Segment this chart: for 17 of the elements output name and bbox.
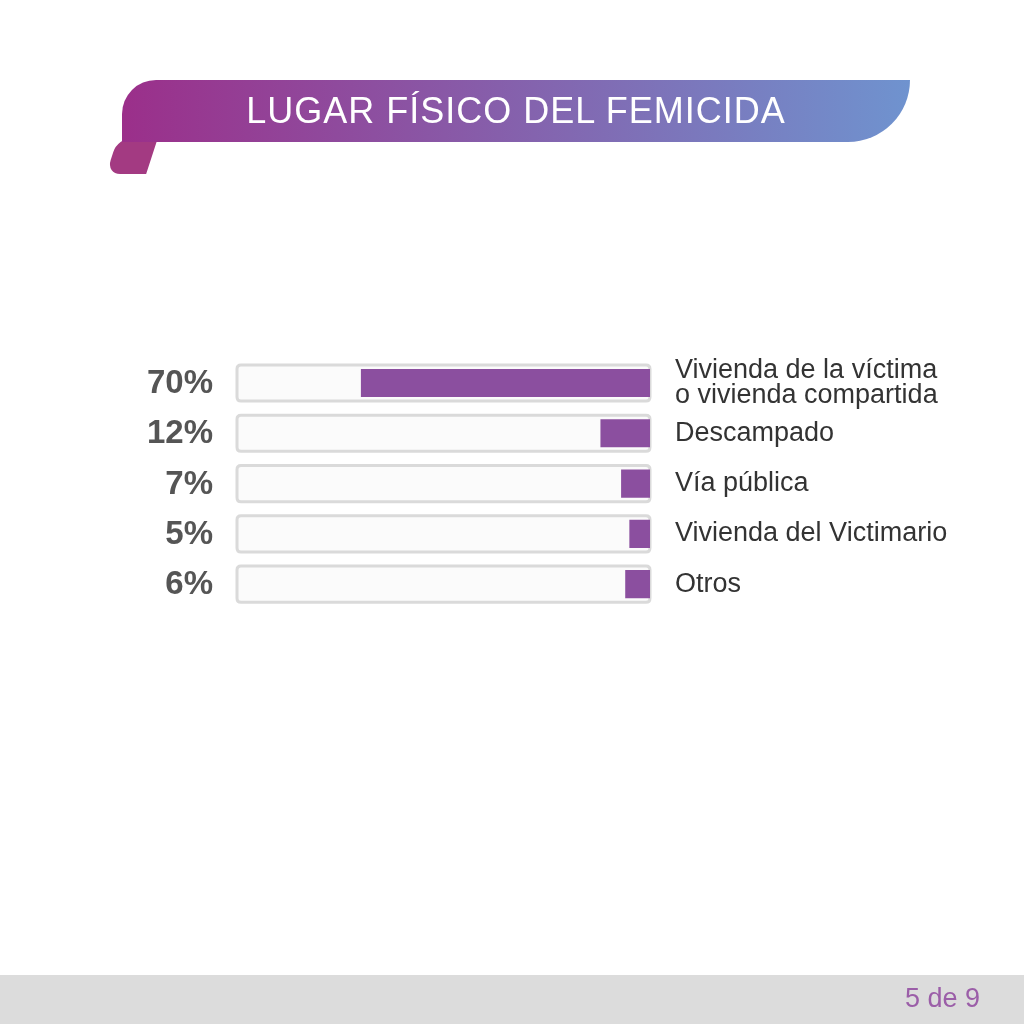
data-label: 12%	[146, 413, 213, 451]
y-tick-label: Vía pública	[675, 467, 810, 498]
chart-title: LUGAR FÍSICO DEL FEMICIDA	[246, 90, 786, 132]
y-tick-label: Descampado	[675, 416, 835, 447]
bar	[600, 419, 650, 448]
y-tick-label: Vivienda del Victimario	[675, 517, 948, 548]
y-tick-label: Otros	[675, 567, 742, 598]
text: 5 de 9	[904, 983, 980, 1014]
data-label: 70%	[146, 363, 213, 401]
bar	[360, 368, 650, 398]
data-label: 6%	[165, 564, 213, 602]
bar	[625, 570, 650, 599]
bar	[629, 519, 650, 548]
y-tick-label: Vivienda de la víctima o vivienda compartida	[675, 353, 939, 410]
bar	[621, 469, 650, 498]
data-label: 5%	[165, 513, 213, 551]
data-label: 7%	[165, 463, 213, 501]
